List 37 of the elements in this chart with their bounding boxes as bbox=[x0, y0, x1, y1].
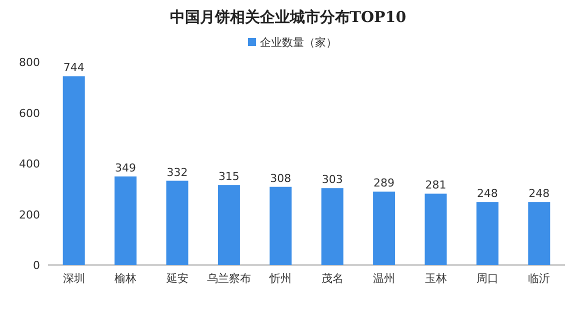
data-label: 303 bbox=[322, 173, 343, 186]
y-tick-label: 0 bbox=[33, 259, 40, 272]
data-label: 308 bbox=[270, 172, 292, 185]
bar bbox=[321, 188, 344, 265]
y-tick-label: 400 bbox=[19, 158, 40, 170]
data-label: 289 bbox=[374, 176, 395, 190]
y-tick-label: 800 bbox=[19, 56, 40, 69]
x-tick-label: 临沂 bbox=[528, 272, 550, 285]
x-tick-label: 乌兰察布 bbox=[206, 272, 251, 285]
data-label: 281 bbox=[425, 178, 446, 192]
x-tick-label: 玉林 bbox=[424, 272, 447, 285]
legend-label: 企业数量（家） bbox=[260, 36, 337, 49]
bar bbox=[218, 185, 240, 265]
bar bbox=[62, 76, 85, 265]
x-tick-label: 深圳 bbox=[62, 272, 85, 285]
x-tick-label: 温州 bbox=[373, 272, 396, 285]
bar bbox=[373, 192, 396, 265]
y-tick-label: 600 bbox=[19, 106, 40, 120]
bar bbox=[270, 186, 292, 265]
bar bbox=[424, 194, 447, 265]
bar bbox=[476, 202, 498, 265]
bar bbox=[114, 176, 137, 265]
x-tick-label: 忻州 bbox=[268, 272, 292, 285]
x-tick-label: 榆林 bbox=[114, 272, 137, 285]
data-label: 332 bbox=[166, 166, 188, 179]
y-tick-label: 200 bbox=[19, 208, 40, 222]
data-label: 349 bbox=[115, 161, 136, 174]
bar bbox=[528, 202, 550, 265]
data-label: 744 bbox=[63, 61, 84, 74]
x-tick-label: 延安 bbox=[165, 272, 188, 285]
data-label: 315 bbox=[218, 170, 240, 184]
data-label: 248 bbox=[528, 187, 550, 200]
bar bbox=[166, 180, 188, 265]
data-label: 248 bbox=[476, 187, 498, 200]
chart-title: 中国月饼相关企业城市分布TOP10 bbox=[170, 8, 406, 26]
x-tick-label: 周口 bbox=[476, 272, 498, 285]
x-tick-label: 茂名 bbox=[321, 272, 344, 285]
